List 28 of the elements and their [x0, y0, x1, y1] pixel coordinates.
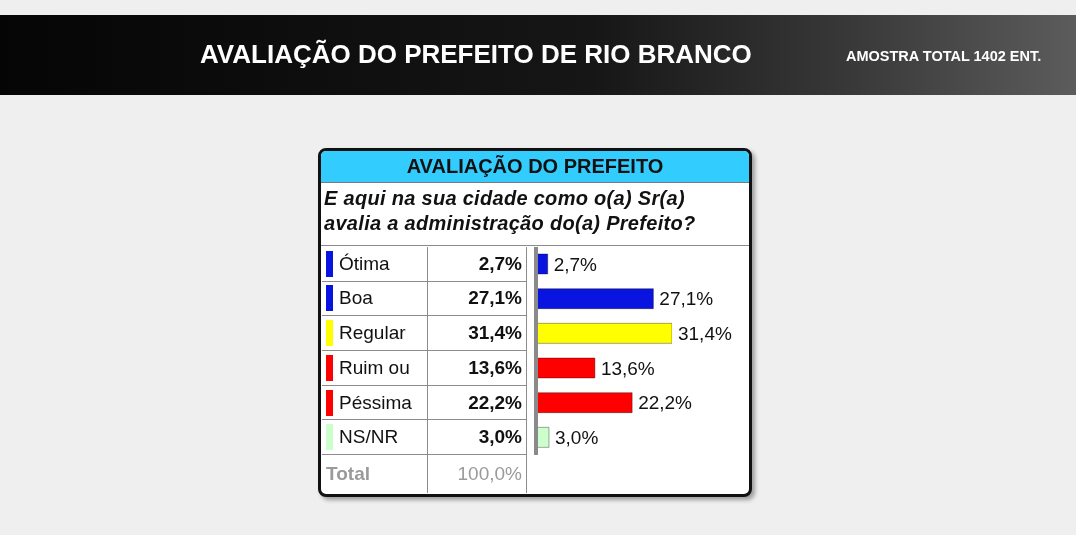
y-tick-label: Boa [339, 287, 373, 309]
bar [536, 357, 596, 379]
bar [536, 288, 654, 310]
bar [536, 392, 633, 414]
bar [536, 322, 672, 344]
y-tick-label: Ótima [339, 252, 390, 274]
data-label: 31,4% [468, 322, 522, 344]
text: 22,2% [638, 392, 692, 414]
text: 3,0% [555, 427, 599, 449]
y-tick-label: Péssima [339, 391, 412, 413]
text: E aqui na sua cidade como o(a) Sr(a) avalia a administração do(a) Prefeito? [324, 187, 696, 234]
data-label: 3,0% [478, 426, 522, 448]
text: 2,7% [553, 253, 597, 275]
text: 31,4% [678, 323, 732, 345]
chart-title: AVALIAÇÃO DO PREFEITO DE RIO BRANCO [200, 38, 752, 70]
text: AMOSTRA TOTAL 1402 ENT. [846, 48, 1042, 64]
data-label: 2,7% [478, 252, 522, 274]
chart-subtitle: AVALIAÇÃO DO PREFEITO [406, 155, 664, 178]
text: 27,1% [659, 288, 714, 310]
data-label: 27,1% [468, 287, 522, 309]
y-tick-label: NS/NR [339, 426, 399, 448]
text: 100,0% [457, 463, 522, 486]
y-tick-label: Ruim ou [339, 356, 410, 378]
y-tick-label: Regular [339, 322, 406, 344]
data-label: 22,2% [468, 391, 522, 413]
text: 13,6% [600, 357, 655, 379]
data-label: 13,6% [468, 356, 522, 378]
text: Total [326, 463, 370, 486]
